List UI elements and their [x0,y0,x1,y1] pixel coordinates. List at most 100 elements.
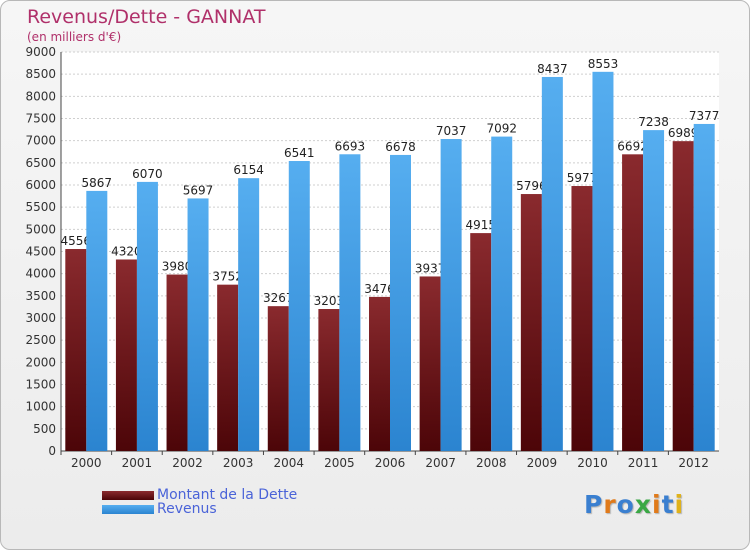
logo-letter: i [674,490,685,519]
y-tick-label: 3000 [25,311,56,325]
y-tick-label: 6000 [25,178,56,192]
data-label-dette: 3267 [263,291,294,305]
legend-label-dette: Montant de la Dette [157,487,298,503]
chart-title: Revenus/Dette - GANNAT [27,6,266,28]
data-label-dette: 4915 [465,218,496,232]
y-tick-label: 4000 [25,267,56,281]
bar-revenus [643,130,665,451]
data-label-dette: 6989 [668,126,699,140]
chart-subtitle: (en milliers d'€) [27,30,122,44]
y-tick-label: 0 [48,444,56,458]
bar-dette [115,259,137,451]
bar-revenus [693,123,715,451]
legend-item-dette: Montant de la Dette [102,487,297,503]
bar-dette [217,284,239,451]
bar-revenus [288,161,310,451]
x-tick-label: 2010 [577,456,608,470]
logo-letter: x [634,490,652,519]
y-tick-label: 2500 [25,333,56,347]
bar-revenus [541,76,563,452]
y-tick-label: 7500 [25,112,56,126]
bar-revenus [339,154,361,452]
logo-letter: r [603,490,617,519]
bar-dette [318,309,340,451]
y-tick-label: 5000 [25,222,56,236]
bar-revenus [136,181,158,451]
logo-letter: t [661,490,675,519]
x-tick-label: 2007 [425,456,456,470]
logo-letter: i [652,490,662,519]
bar-dette [369,296,390,451]
y-tick-label: 3500 [25,289,56,303]
bar-dette [520,194,542,451]
y-tick-label: 1000 [25,400,56,414]
legend-swatch-dette [102,490,154,500]
x-tick-label: 2005 [324,456,355,470]
bar-revenus [238,178,260,451]
bar-revenus [86,190,108,451]
legend-item-revenus: Revenus [102,501,217,517]
bar-dette [470,233,492,451]
data-label-dette: 3203 [314,294,345,308]
data-label-dette: 5977 [567,171,598,185]
data-label-revenus: 8553 [588,57,619,71]
bar-revenus [440,139,462,451]
bar-dette [571,186,593,452]
proxiti-logo: Proxiti [584,490,684,519]
data-label-dette: 4556 [61,234,92,248]
bar-dette [267,306,289,451]
data-label-revenus: 7238 [638,115,669,129]
bar-dette [622,154,644,451]
bar-revenus [390,154,411,451]
bar-revenus [187,198,209,451]
x-tick-label: 2000 [71,456,102,470]
data-label-dette: 4320 [111,244,142,258]
bar-dette [166,274,188,451]
y-tick-label: 8500 [25,67,56,81]
data-label-revenus: 6693 [335,139,366,153]
data-label-revenus: 6678 [385,140,416,154]
x-tick-label: 2002 [172,456,203,470]
logo-letter: P [584,490,604,519]
data-label-revenus: 8437 [537,62,568,76]
y-tick-label: 500 [33,422,56,436]
bar-dette [65,249,87,451]
data-label-revenus: 7377 [689,109,720,123]
y-tick-label: 4500 [25,245,56,259]
data-label-revenus: 6154 [233,163,264,177]
x-tick-label: 2008 [476,456,507,470]
data-label-revenus: 5697 [183,183,214,197]
data-label-revenus: 5867 [82,176,113,190]
y-tick-label: 6500 [25,156,56,170]
y-tick-label: 1500 [25,378,56,392]
x-tick-label: 2011 [628,456,659,470]
logo-letter: o [616,490,635,519]
bar-dette [419,276,441,451]
x-tick-label: 2006 [375,456,406,470]
data-label-dette: 3937 [415,261,446,275]
data-label-dette: 6692 [617,139,648,153]
data-label-revenus: 7092 [486,122,517,136]
legend-label-revenus: Revenus [157,501,217,517]
y-tick-label: 2000 [25,355,56,369]
bar-revenus [592,71,614,451]
y-tick-label: 8000 [25,89,56,103]
data-label-revenus: 6541 [284,146,315,160]
data-label-dette: 5796 [516,179,547,193]
data-label-dette: 3476 [364,282,395,296]
x-tick-label: 2009 [527,456,558,470]
bar-dette [672,141,694,451]
y-tick-label: 9000 [25,45,56,59]
data-label-revenus: 7037 [436,124,467,138]
x-tick-label: 2003 [223,456,254,470]
data-label-dette: 3752 [212,270,243,284]
y-tick-label: 5500 [25,200,56,214]
legend-swatch-revenus [102,504,154,514]
x-tick-label: 2001 [122,456,153,470]
y-tick-label: 7000 [25,134,56,148]
data-label-dette: 3980 [162,260,193,274]
x-tick-label: 2012 [678,456,709,470]
x-tick-label: 2004 [273,456,304,470]
